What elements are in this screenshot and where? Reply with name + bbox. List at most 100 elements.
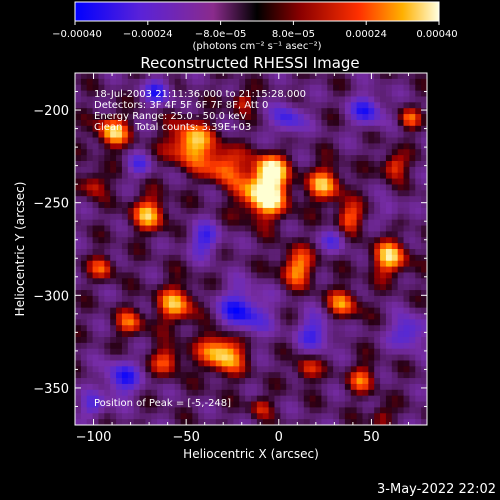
heatmap-cell xyxy=(163,372,170,379)
heatmap-cell xyxy=(204,284,211,291)
heatmap-cell xyxy=(356,78,364,86)
heatmap-cell xyxy=(268,131,276,139)
heatmap-cell xyxy=(362,213,369,221)
heatmap-cell xyxy=(215,108,223,115)
heatmap-cell xyxy=(274,213,281,221)
heatmap-cell xyxy=(403,319,410,326)
heatmap-cell xyxy=(186,213,193,221)
heatmap-cell xyxy=(233,149,240,156)
heatmap-cell xyxy=(186,102,193,109)
heatmap-cell xyxy=(86,295,94,303)
heatmap-cell xyxy=(80,190,88,197)
heatmap-cell xyxy=(227,278,234,285)
heatmap-cell xyxy=(339,272,346,279)
heatmap-cell xyxy=(186,295,193,303)
heatmap-cell xyxy=(339,413,346,420)
heatmap-cell xyxy=(180,125,188,133)
heatmap-cell xyxy=(380,78,387,86)
heatmap-cell xyxy=(86,184,94,191)
heatmap-cell xyxy=(362,313,369,320)
heatmap-cell xyxy=(403,78,410,86)
heatmap-cell xyxy=(315,184,322,191)
heatmap-cell xyxy=(339,407,346,414)
heatmap-cell xyxy=(139,190,146,197)
heatmap-cell xyxy=(380,319,387,326)
heatmap-cell xyxy=(409,102,416,109)
heatmap-cell xyxy=(262,254,270,262)
heatmap-cell xyxy=(86,348,94,356)
heatmap-cell xyxy=(409,73,416,80)
heatmap-cell xyxy=(292,360,299,367)
heatmap-cell xyxy=(110,354,117,362)
heatmap-cell xyxy=(157,407,164,414)
heatmap-cell xyxy=(280,354,287,362)
heatmap-cell xyxy=(233,395,240,403)
heatmap-cell xyxy=(327,178,334,186)
heatmap-cell xyxy=(104,243,111,250)
heatmap-cell xyxy=(75,114,82,121)
heatmap-cell xyxy=(274,389,281,397)
heatmap-cell xyxy=(274,102,281,109)
heatmap-cell xyxy=(397,243,405,250)
heatmap-cell xyxy=(80,219,88,227)
heatmap-cell xyxy=(251,102,258,109)
heatmap-cell xyxy=(350,114,358,121)
heatmap-cell xyxy=(327,172,334,180)
heatmap-cell xyxy=(391,190,399,197)
heatmap-cell xyxy=(333,196,340,203)
heatmap-cell xyxy=(380,243,387,250)
heatmap-cell xyxy=(309,172,317,180)
heatmap-cell xyxy=(157,389,164,397)
heatmap-cell xyxy=(309,225,317,232)
heatmap-cell xyxy=(168,284,176,291)
heatmap-cell xyxy=(209,102,217,109)
heatmap-cell xyxy=(368,102,375,109)
heatmap-cell xyxy=(262,389,270,397)
heatmap-cell xyxy=(186,108,193,115)
heatmap-cell xyxy=(327,295,334,303)
heatmap-cell xyxy=(251,325,258,332)
heatmap-cell xyxy=(116,319,123,326)
heatmap-cell xyxy=(415,114,422,121)
heatmap-cell xyxy=(327,348,334,356)
heatmap-cell xyxy=(245,90,252,98)
heatmap-cell xyxy=(333,84,340,92)
heatmap-cell xyxy=(192,231,199,238)
heatmap-cell xyxy=(374,254,381,262)
heatmap-cell xyxy=(92,360,100,367)
heatmap-cell xyxy=(127,237,135,244)
heatmap-cell xyxy=(174,272,182,279)
heatmap-cell xyxy=(409,389,416,397)
heatmap-cell xyxy=(86,102,94,109)
heatmap-cell xyxy=(121,155,129,162)
heatmap-cell xyxy=(198,395,205,403)
heatmap-cell xyxy=(192,202,199,209)
heatmap-cell xyxy=(327,266,334,274)
heatmap-cell xyxy=(297,401,305,408)
chart-title: Reconstructed RHESSI Image xyxy=(140,54,359,72)
heatmap-cell xyxy=(163,419,170,425)
heatmap-cell xyxy=(157,342,164,350)
heatmap-cell xyxy=(204,249,211,256)
heatmap-cell xyxy=(139,337,146,344)
heatmap-cell xyxy=(327,190,334,197)
heatmap-cell xyxy=(339,354,346,362)
heatmap-cell xyxy=(327,184,334,191)
heatmap-cell xyxy=(251,249,258,256)
heatmap-cell xyxy=(415,360,422,367)
heatmap-cell xyxy=(403,372,410,379)
heatmap-cell xyxy=(256,331,264,338)
heatmap-cell xyxy=(274,231,281,238)
heatmap-cell xyxy=(133,383,141,391)
heatmap-cell xyxy=(303,413,311,420)
heatmap-cell xyxy=(215,90,223,98)
heatmap-cell xyxy=(192,137,199,144)
heatmap-cell xyxy=(145,143,152,150)
heatmap-cell xyxy=(80,348,88,356)
heatmap-cell xyxy=(209,219,217,227)
heatmap-cell xyxy=(374,278,381,285)
heatmap-cell xyxy=(256,119,264,127)
heatmap-cell xyxy=(380,342,387,350)
heatmap-cell xyxy=(421,360,427,367)
heatmap-cell xyxy=(385,137,393,144)
